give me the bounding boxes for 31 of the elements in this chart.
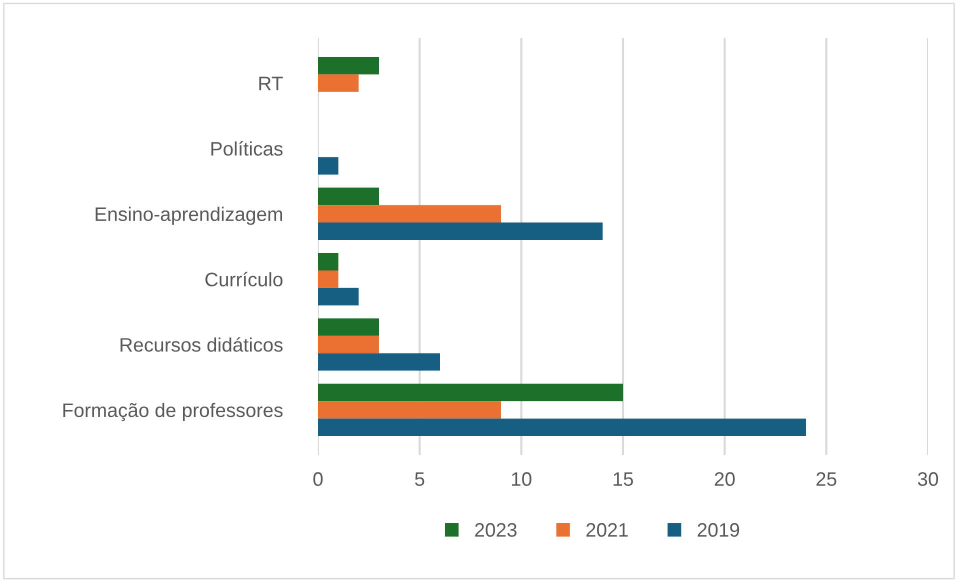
bar <box>318 318 379 336</box>
legend-label: 2023 <box>475 523 517 537</box>
x-tick-label: 20 <box>714 472 735 486</box>
x-tick-label: 0 <box>313 472 323 486</box>
x-tick-label: 5 <box>415 472 424 486</box>
y-tick-label: Ensino-aprendizagem <box>96 206 282 225</box>
bar <box>318 353 440 371</box>
bar <box>318 253 338 270</box>
y-tick-label: Currículo <box>205 272 282 286</box>
bar <box>318 270 338 288</box>
bar <box>318 384 623 402</box>
bar <box>318 205 501 223</box>
y-tick-label: Recursos didáticos <box>120 337 283 352</box>
y-tick-label: RT <box>259 76 283 90</box>
bar <box>318 288 359 306</box>
bar <box>318 157 338 175</box>
bar <box>318 401 501 419</box>
y-tick-label: Políticas <box>211 141 283 156</box>
bar <box>318 418 806 436</box>
bar <box>318 336 379 354</box>
x-tick-label: 10 <box>512 472 532 486</box>
x-tick-label: 25 <box>816 472 836 486</box>
y-tick-label: Formação de professores <box>63 402 283 422</box>
legend-label: 2019 <box>698 523 740 537</box>
x-tick-label: 30 <box>918 472 938 486</box>
bar <box>318 188 379 206</box>
bar <box>318 56 379 74</box>
x-tick-label: 15 <box>614 472 633 486</box>
bar <box>318 74 359 92</box>
bar <box>318 222 603 240</box>
legend-label: 2021 <box>586 523 628 537</box>
